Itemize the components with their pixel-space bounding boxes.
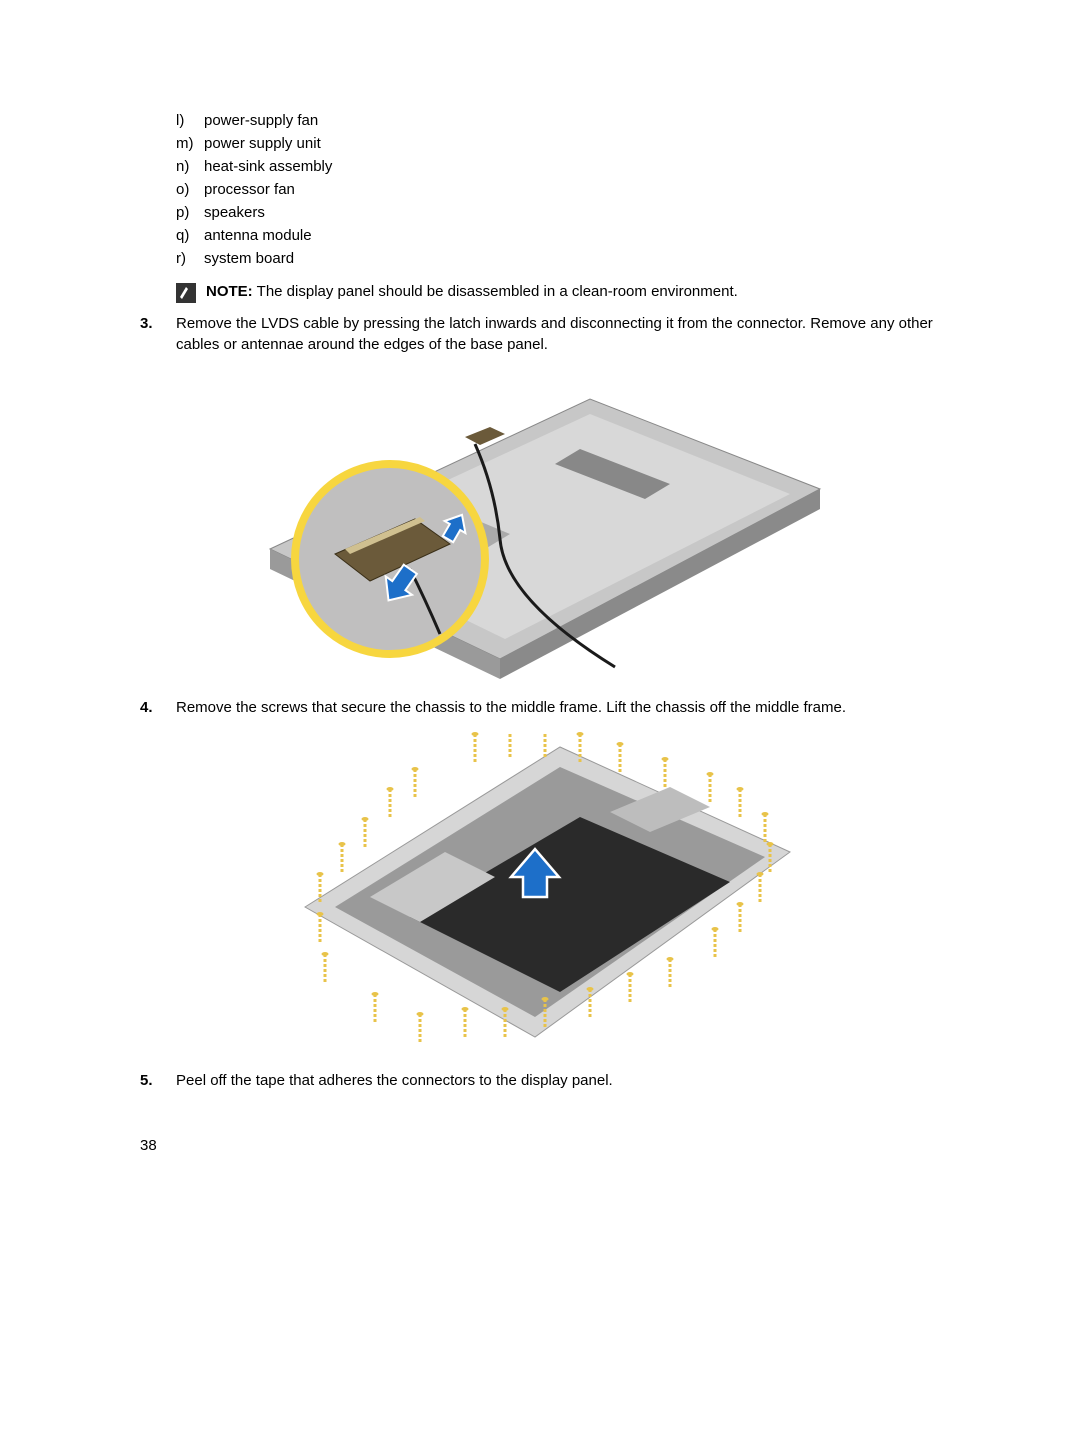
sub-list-item: r)system board	[176, 248, 940, 269]
step-number: 4.	[140, 697, 176, 718]
step-5: 5. Peel off the tape that adheres the co…	[140, 1070, 940, 1091]
sub-list-item: p)speakers	[176, 202, 940, 223]
sub-list-item: n)heat-sink assembly	[176, 156, 940, 177]
sub-list-marker: m)	[176, 133, 204, 154]
note-text: NOTE:The display panel should be disasse…	[206, 283, 738, 300]
sub-list-text: processor fan	[204, 179, 295, 200]
note-icon	[176, 283, 196, 303]
sub-list-marker: o)	[176, 179, 204, 200]
step-text: Remove the screws that secure the chassi…	[176, 697, 940, 718]
note-block: NOTE:The display panel should be disasse…	[176, 283, 940, 303]
step-number: 3.	[140, 313, 176, 355]
step-4: 4. Remove the screws that secure the cha…	[140, 697, 940, 718]
page-number: 38	[140, 1137, 157, 1154]
step-3: 3. Remove the LVDS cable by pressing the…	[140, 313, 940, 355]
sub-list-marker: p)	[176, 202, 204, 223]
note-label: NOTE:	[206, 283, 253, 300]
sub-list-item: o)processor fan	[176, 179, 940, 200]
sub-list-text: heat-sink assembly	[204, 156, 332, 177]
sub-list-marker: r)	[176, 248, 204, 269]
step-text: Peel off the tape that adheres the conne…	[176, 1070, 940, 1091]
sub-list-text: system board	[204, 248, 294, 269]
sub-list-marker: n)	[176, 156, 204, 177]
step-text: Remove the LVDS cable by pressing the la…	[176, 313, 940, 355]
sub-list-marker: l)	[176, 110, 204, 131]
sub-list-marker: q)	[176, 225, 204, 246]
sub-list-text: antenna module	[204, 225, 312, 246]
sub-list: l)power-supply fanm)power supply unitn)h…	[176, 110, 940, 269]
sub-list-text: power-supply fan	[204, 110, 318, 131]
sub-list-item: q)antenna module	[176, 225, 940, 246]
sub-list-item: m)power supply unit	[176, 133, 940, 154]
figure-chassis-screws	[260, 732, 820, 1052]
note-body: The display panel should be disassembled…	[257, 283, 738, 300]
sub-list-text: power supply unit	[204, 133, 321, 154]
figure-lvds-cable	[250, 369, 830, 679]
sub-list-item: l)power-supply fan	[176, 110, 940, 131]
step-number: 5.	[140, 1070, 176, 1091]
sub-list-text: speakers	[204, 202, 265, 223]
